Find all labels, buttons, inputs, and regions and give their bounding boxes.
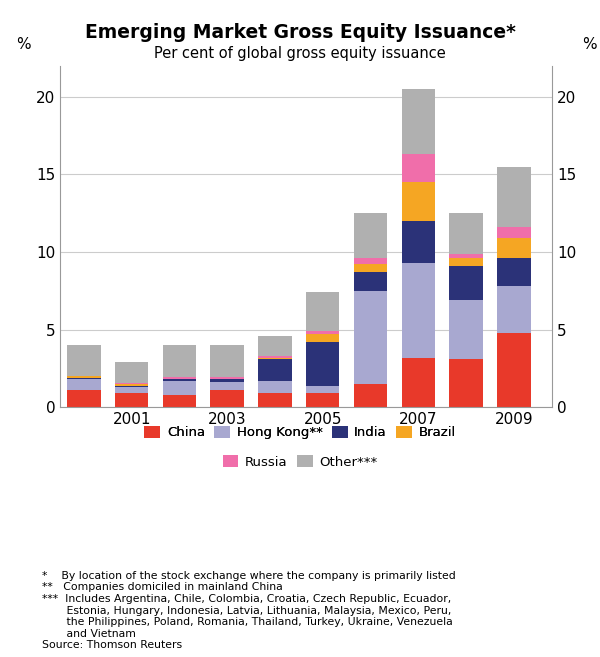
- Bar: [67, 345, 101, 376]
- Bar: [306, 394, 340, 407]
- Bar: [401, 154, 435, 182]
- Bar: [115, 394, 148, 407]
- Bar: [67, 379, 101, 390]
- Bar: [115, 362, 148, 383]
- Bar: [163, 381, 196, 395]
- Bar: [211, 382, 244, 390]
- Bar: [163, 377, 196, 378]
- Bar: [258, 359, 292, 381]
- Legend: China, Hong Kong**, India, Brazil: China, Hong Kong**, India, Brazil: [139, 420, 461, 445]
- Bar: [306, 386, 340, 394]
- Bar: [258, 381, 292, 394]
- Bar: [211, 377, 244, 378]
- Text: *    By location of the stock exchange where the company is primarily listed
** : * By location of the stock exchange wher…: [42, 571, 456, 650]
- Bar: [449, 254, 483, 258]
- Bar: [401, 89, 435, 154]
- Bar: [497, 258, 530, 286]
- Bar: [67, 376, 101, 378]
- Bar: [497, 227, 530, 238]
- Text: %: %: [16, 37, 31, 52]
- Bar: [401, 263, 435, 357]
- Bar: [497, 167, 530, 227]
- Bar: [115, 384, 148, 386]
- Bar: [258, 336, 292, 356]
- Bar: [497, 238, 530, 258]
- Bar: [354, 384, 387, 407]
- Bar: [306, 342, 340, 386]
- Bar: [163, 378, 196, 379]
- Bar: [354, 265, 387, 272]
- Bar: [401, 221, 435, 263]
- Bar: [115, 386, 148, 387]
- Bar: [306, 292, 340, 331]
- Bar: [163, 395, 196, 407]
- Bar: [401, 182, 435, 221]
- Legend: Russia, Other***: Russia, Other***: [217, 450, 383, 474]
- Bar: [306, 334, 340, 342]
- Bar: [449, 258, 483, 266]
- Bar: [497, 286, 530, 333]
- Bar: [211, 345, 244, 377]
- Bar: [211, 390, 244, 407]
- Bar: [354, 272, 387, 291]
- Bar: [449, 300, 483, 359]
- Bar: [401, 357, 435, 407]
- Bar: [449, 214, 483, 254]
- Bar: [115, 383, 148, 384]
- Bar: [115, 387, 148, 394]
- Bar: [211, 378, 244, 379]
- Bar: [67, 390, 101, 407]
- Bar: [306, 331, 340, 334]
- Text: %: %: [581, 37, 596, 52]
- Bar: [163, 345, 196, 377]
- Bar: [163, 379, 196, 381]
- Bar: [258, 357, 292, 359]
- Bar: [211, 379, 244, 382]
- Bar: [449, 359, 483, 407]
- Bar: [497, 333, 530, 407]
- Bar: [258, 394, 292, 407]
- Bar: [258, 356, 292, 357]
- Bar: [354, 258, 387, 265]
- Text: Emerging Market Gross Equity Issuance*: Emerging Market Gross Equity Issuance*: [85, 23, 515, 42]
- Text: Per cent of global gross equity issuance: Per cent of global gross equity issuance: [154, 46, 446, 61]
- Bar: [67, 378, 101, 379]
- Bar: [449, 266, 483, 300]
- Bar: [354, 214, 387, 258]
- Bar: [354, 291, 387, 384]
